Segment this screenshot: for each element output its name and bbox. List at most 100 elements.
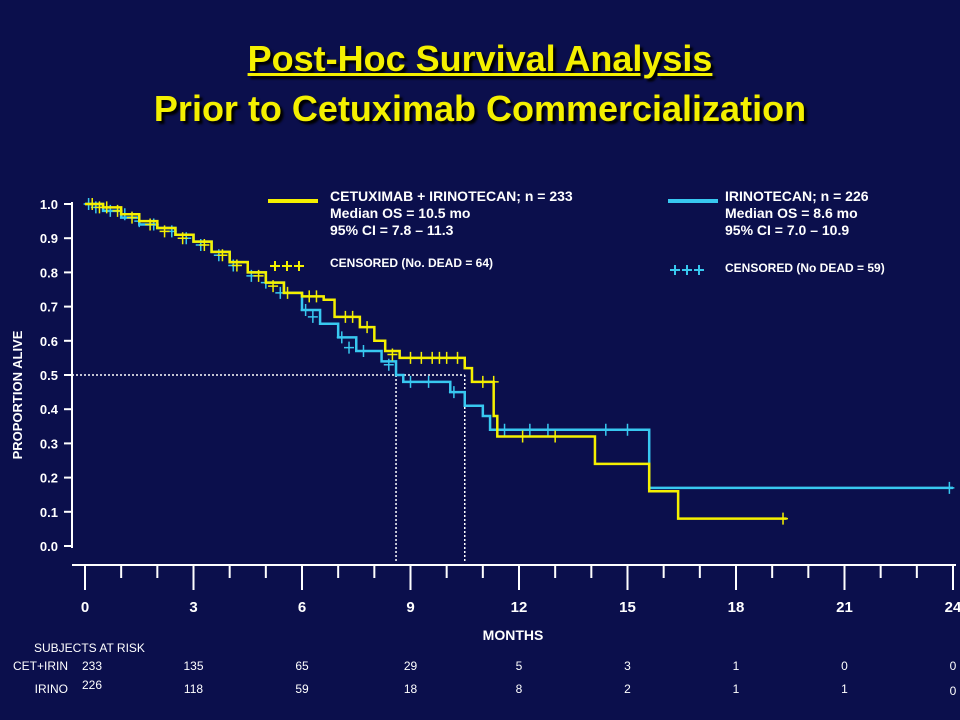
risk-value: 1	[841, 682, 848, 696]
censor-mark	[344, 341, 355, 354]
y-tick-label: 0.2	[40, 471, 58, 486]
censor-mark	[405, 375, 416, 388]
risk-value: 0	[950, 659, 957, 673]
legend-censored: CENSORED (No. DEAD = 64)	[330, 256, 493, 270]
censor-mark	[600, 423, 611, 436]
risk-value: 59	[295, 682, 309, 696]
x-tick-label: 21	[836, 599, 853, 616]
km-curve-irinotecan	[85, 202, 953, 490]
x-tick-label: 18	[728, 599, 745, 616]
y-tick-label: 0.3	[40, 436, 58, 451]
censor-mark	[477, 375, 488, 388]
x-tick-label: 12	[511, 599, 528, 616]
risk-value: 65	[295, 659, 309, 673]
risk-value: 2	[624, 682, 631, 696]
legend-ci: 95% CI = 7.8 – 11.3	[330, 222, 454, 238]
x-tick-label: 3	[189, 599, 197, 616]
km-curve-cetuximab-irinotecan	[85, 202, 787, 520]
risk-table-header: SUBJECTS AT RISK	[34, 641, 145, 655]
censor-mark	[452, 351, 463, 364]
censor-mark	[217, 249, 228, 262]
legend-censor-icon	[670, 265, 680, 275]
censor-mark	[405, 351, 416, 364]
x-tick-label: 24	[945, 599, 960, 616]
censor-mark	[622, 423, 633, 436]
risk-value: 3	[624, 659, 631, 673]
censor-mark	[944, 481, 955, 494]
risk-value: 29	[404, 659, 418, 673]
censor-mark	[268, 280, 279, 293]
censor-mark	[778, 512, 789, 525]
legend-series-name: IRINOTECAN; n = 226	[725, 188, 869, 204]
risk-value: 0	[950, 684, 957, 698]
legend-censor-icon	[294, 261, 304, 271]
censor-mark	[199, 239, 210, 252]
censor-mark	[101, 201, 112, 214]
y-tick-label: 0.4	[40, 402, 59, 417]
risk-row-label: CET+IRIN	[13, 659, 68, 673]
censor-mark	[311, 290, 322, 303]
legend-censor-icon	[270, 261, 280, 271]
censor-mark	[282, 286, 293, 299]
y-tick-label: 0.0	[40, 539, 58, 554]
censor-mark	[307, 310, 318, 323]
legend-median: Median OS = 10.5 mo	[330, 205, 470, 221]
risk-value: 233	[82, 659, 102, 673]
censor-mark	[358, 345, 369, 358]
y-tick-label: 0.1	[40, 505, 58, 520]
x-tick-label: 0	[81, 599, 89, 616]
legend-median: Median OS = 8.6 mo	[725, 205, 858, 221]
censor-mark	[177, 232, 188, 245]
risk-value: 226	[82, 678, 102, 692]
censor-mark	[488, 375, 499, 388]
legend-censor-icon	[682, 265, 692, 275]
x-tick-label: 9	[406, 599, 414, 616]
censor-mark	[347, 310, 358, 323]
censor-mark	[524, 423, 535, 436]
risk-value: 1	[733, 682, 740, 696]
censor-mark	[387, 348, 398, 361]
censor-mark	[542, 423, 553, 436]
y-tick-label: 0.8	[40, 265, 58, 280]
censor-mark	[550, 430, 561, 443]
censor-mark	[441, 351, 452, 364]
risk-value: 5	[516, 659, 523, 673]
censor-mark	[300, 304, 311, 317]
risk-value: 1	[733, 659, 740, 673]
censor-mark	[517, 430, 528, 443]
censor-mark	[145, 218, 156, 231]
censor-mark	[383, 358, 394, 371]
slide-title: Post-Hoc Survival Analysis	[247, 38, 713, 79]
censor-mark	[253, 269, 264, 282]
risk-value: 118	[184, 682, 203, 696]
y-tick-label: 0.5	[40, 368, 58, 383]
censor-mark	[362, 321, 373, 334]
y-axis-label: PROPORTION ALIVE	[10, 330, 25, 459]
censor-mark	[499, 423, 510, 436]
legend-series-name: CETUXIMAB + IRINOTECAN; n = 233	[330, 188, 573, 204]
y-tick-label: 1.0	[40, 197, 58, 212]
censor-mark	[231, 259, 242, 272]
censor-mark	[448, 386, 459, 399]
censor-mark	[127, 211, 138, 224]
slide-subtitle: Prior to Cetuximab Commercialization	[153, 88, 807, 129]
risk-value: 18	[404, 682, 418, 696]
legend-censor-icon	[282, 261, 292, 271]
censor-mark	[416, 351, 427, 364]
x-axis-label: MONTHS	[483, 627, 544, 643]
legend-ci: 95% CI = 7.0 – 10.9	[725, 222, 849, 238]
y-tick-label: 0.7	[40, 300, 58, 315]
legend-censor-icon	[694, 265, 704, 275]
x-tick-label: 15	[619, 599, 636, 616]
risk-row-label: IRINO	[35, 682, 68, 696]
y-tick-label: 0.6	[40, 334, 58, 349]
risk-value: 8	[516, 682, 523, 696]
risk-value: 135	[183, 659, 203, 673]
censor-mark	[423, 375, 434, 388]
censor-mark	[159, 225, 170, 238]
censor-mark	[336, 331, 347, 344]
risk-value: 0	[841, 659, 848, 673]
censor-mark	[112, 204, 123, 217]
